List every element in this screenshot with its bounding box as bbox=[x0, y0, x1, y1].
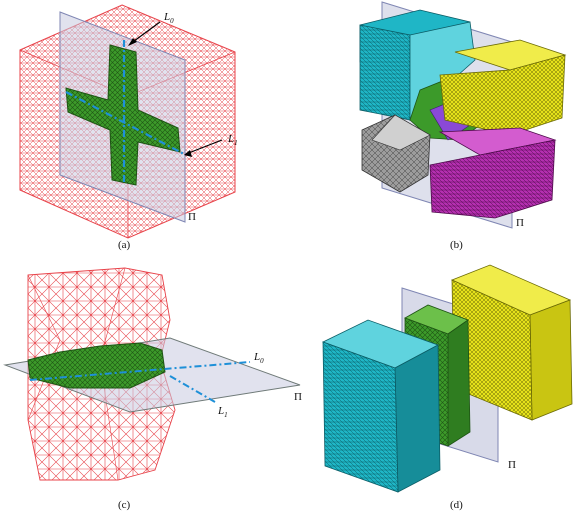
caption-a: (a) bbox=[118, 239, 131, 251]
magenta-block bbox=[429, 127, 557, 219]
label-l0-c: L0 bbox=[253, 351, 264, 365]
caption-b: (b) bbox=[450, 239, 463, 251]
yellow-block bbox=[439, 39, 567, 136]
panel-d: Π (d) bbox=[321, 264, 573, 511]
label-l1-a: L1 bbox=[227, 133, 238, 147]
caption-c: (c) bbox=[118, 499, 131, 511]
panel-c: L0 L1 Π (c) bbox=[3, 267, 302, 511]
label-pi-b: Π bbox=[516, 217, 524, 229]
yellow-block bbox=[450, 264, 573, 421]
gray-block bbox=[361, 114, 431, 193]
caption-d: (d) bbox=[450, 499, 463, 511]
label-l1-c: L1 bbox=[217, 405, 228, 419]
panel-b: Π (b) bbox=[359, 1, 567, 251]
axis-l1 bbox=[65, 91, 185, 155]
label-pi-d: Π bbox=[508, 459, 516, 471]
label-pi-a: Π bbox=[188, 211, 196, 223]
axis-l0 bbox=[29, 361, 251, 381]
cyan-block bbox=[321, 319, 441, 493]
axis-l1 bbox=[169, 375, 216, 403]
label-l0-a: L0 bbox=[163, 11, 174, 25]
panel-a: L0 L1 Π (a) bbox=[19, 4, 238, 251]
label-pi-c: Π bbox=[294, 391, 302, 403]
